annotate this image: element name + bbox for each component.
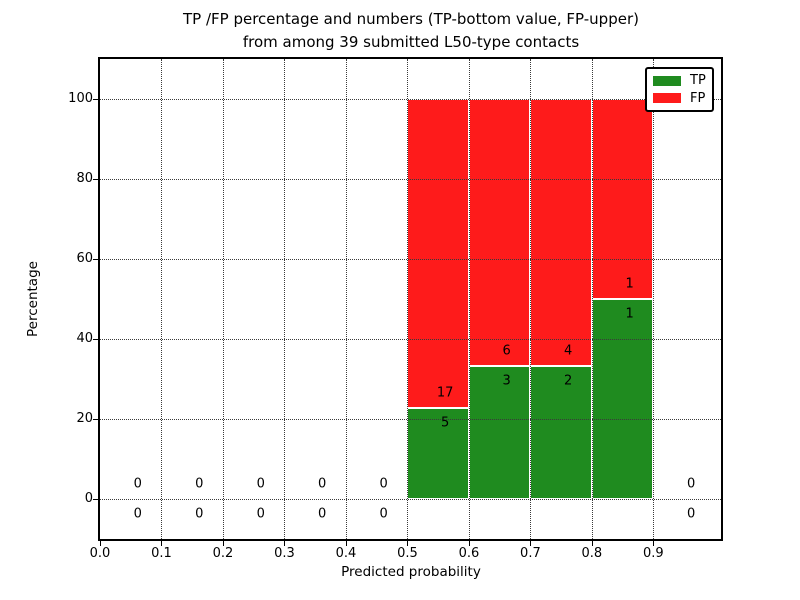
x-tick-label: 0.1 (151, 546, 172, 561)
bar-fp-segment (468, 99, 531, 366)
x-tick-mark (468, 541, 470, 546)
x-tick-mark (407, 541, 409, 546)
fp-count-label: 0 (133, 476, 142, 492)
bar-tp-segment (530, 365, 592, 499)
gridline-horizontal (100, 259, 721, 260)
tp-count-label: 0 (133, 506, 142, 522)
x-tick-label: 0.6 (458, 546, 480, 561)
tp-count-label: 0 (686, 506, 696, 522)
x-tick-label: 0.9 (643, 546, 664, 561)
x-axis-label: Predicted probability (341, 564, 481, 580)
fp-count-label: 0 (686, 476, 696, 492)
gridline-vertical (222, 59, 224, 539)
gridline-horizontal (100, 499, 721, 500)
gridline-vertical (407, 59, 409, 539)
legend-entry-fp: FP (653, 91, 706, 106)
x-tick-label: 0.5 (397, 546, 418, 561)
tp-count-label: 0 (195, 506, 204, 522)
x-tick-label: 0.3 (274, 546, 295, 561)
legend-entry-tp: TP (653, 73, 706, 88)
gridline-vertical (591, 59, 593, 539)
gridline-horizontal (100, 179, 721, 180)
tp-count-label: 0 (318, 506, 327, 522)
x-tick-mark (222, 541, 224, 546)
fp-count-label: 17 (436, 385, 454, 401)
fp-count-label: 0 (256, 476, 265, 492)
gridline-vertical (161, 59, 163, 539)
tp-count-label: 3 (502, 373, 511, 389)
y-tick-mark (93, 339, 98, 340)
bar-tp-segment (591, 299, 654, 499)
y-tick-label: 20 (76, 411, 93, 426)
fp-count-label: 1 (625, 276, 634, 292)
y-tick-label: 80 (76, 171, 93, 186)
x-tick-label: 0.2 (212, 546, 234, 561)
gridline-horizontal (100, 99, 721, 100)
chart-title-line2: from among 39 submitted L50-type contact… (242, 33, 580, 51)
y-tick-mark (93, 99, 98, 100)
y-tick-label: 60 (76, 251, 93, 266)
tp-count-label: 1 (625, 306, 634, 322)
x-tick-label: 0.8 (581, 546, 603, 561)
fp-count-label: 0 (318, 476, 327, 492)
y-tick-mark (93, 179, 98, 180)
plot-area (93, 57, 723, 546)
y-tick-label: 40 (76, 331, 93, 346)
tp-count-label: 0 (256, 506, 265, 522)
tp-count-label: 2 (563, 373, 573, 389)
gridline-vertical (653, 59, 655, 539)
gridline-horizontal (100, 419, 721, 420)
fp-count-label: 6 (502, 343, 511, 359)
y-tick-label: 0 (84, 491, 93, 506)
gridline-horizontal (100, 339, 721, 340)
y-axis-label: Percentage (25, 261, 41, 337)
legend-label-fp: FP (690, 90, 706, 106)
legend-swatch-tp (653, 75, 681, 86)
gridline-vertical (530, 59, 532, 539)
bar-fp-segment (407, 99, 469, 409)
y-tick-mark (93, 419, 98, 420)
x-tick-mark (345, 541, 347, 546)
gridline-vertical (468, 59, 470, 539)
bar-tp-segment (468, 365, 531, 499)
gridline-vertical (345, 59, 347, 539)
bar-fp-segment (530, 99, 592, 366)
legend-label-tp: TP (690, 73, 706, 89)
gridline-vertical (284, 59, 286, 539)
x-tick-label: 0.4 (335, 546, 357, 561)
tp-count-label: 0 (379, 506, 388, 522)
x-tick-mark (161, 541, 163, 546)
x-tick-label: 0.7 (520, 546, 541, 561)
fp-count-label: 0 (195, 476, 204, 492)
fp-count-label: 4 (563, 343, 573, 359)
x-tick-mark (653, 541, 655, 546)
x-tick-mark (100, 541, 101, 546)
x-tick-label: 0.0 (89, 546, 111, 561)
chart-title: TP /FP percentage and numbers (TP-bottom… (100, 8, 722, 54)
x-tick-mark (530, 541, 532, 546)
y-tick-label: 100 (68, 91, 93, 106)
tp-count-label: 5 (441, 415, 450, 431)
fp-count-label: 0 (379, 476, 388, 492)
legend-swatch-fp (653, 93, 681, 104)
bar-tp-segment (407, 408, 469, 499)
x-tick-mark (591, 541, 593, 546)
x-tick-mark (284, 541, 286, 546)
legend: TP FP (645, 67, 714, 112)
bar-fp-segment (591, 99, 654, 299)
chart-title-line1: TP /FP percentage and numbers (TP-bottom… (183, 10, 639, 28)
y-tick-mark (93, 499, 98, 500)
y-tick-mark (93, 259, 98, 260)
